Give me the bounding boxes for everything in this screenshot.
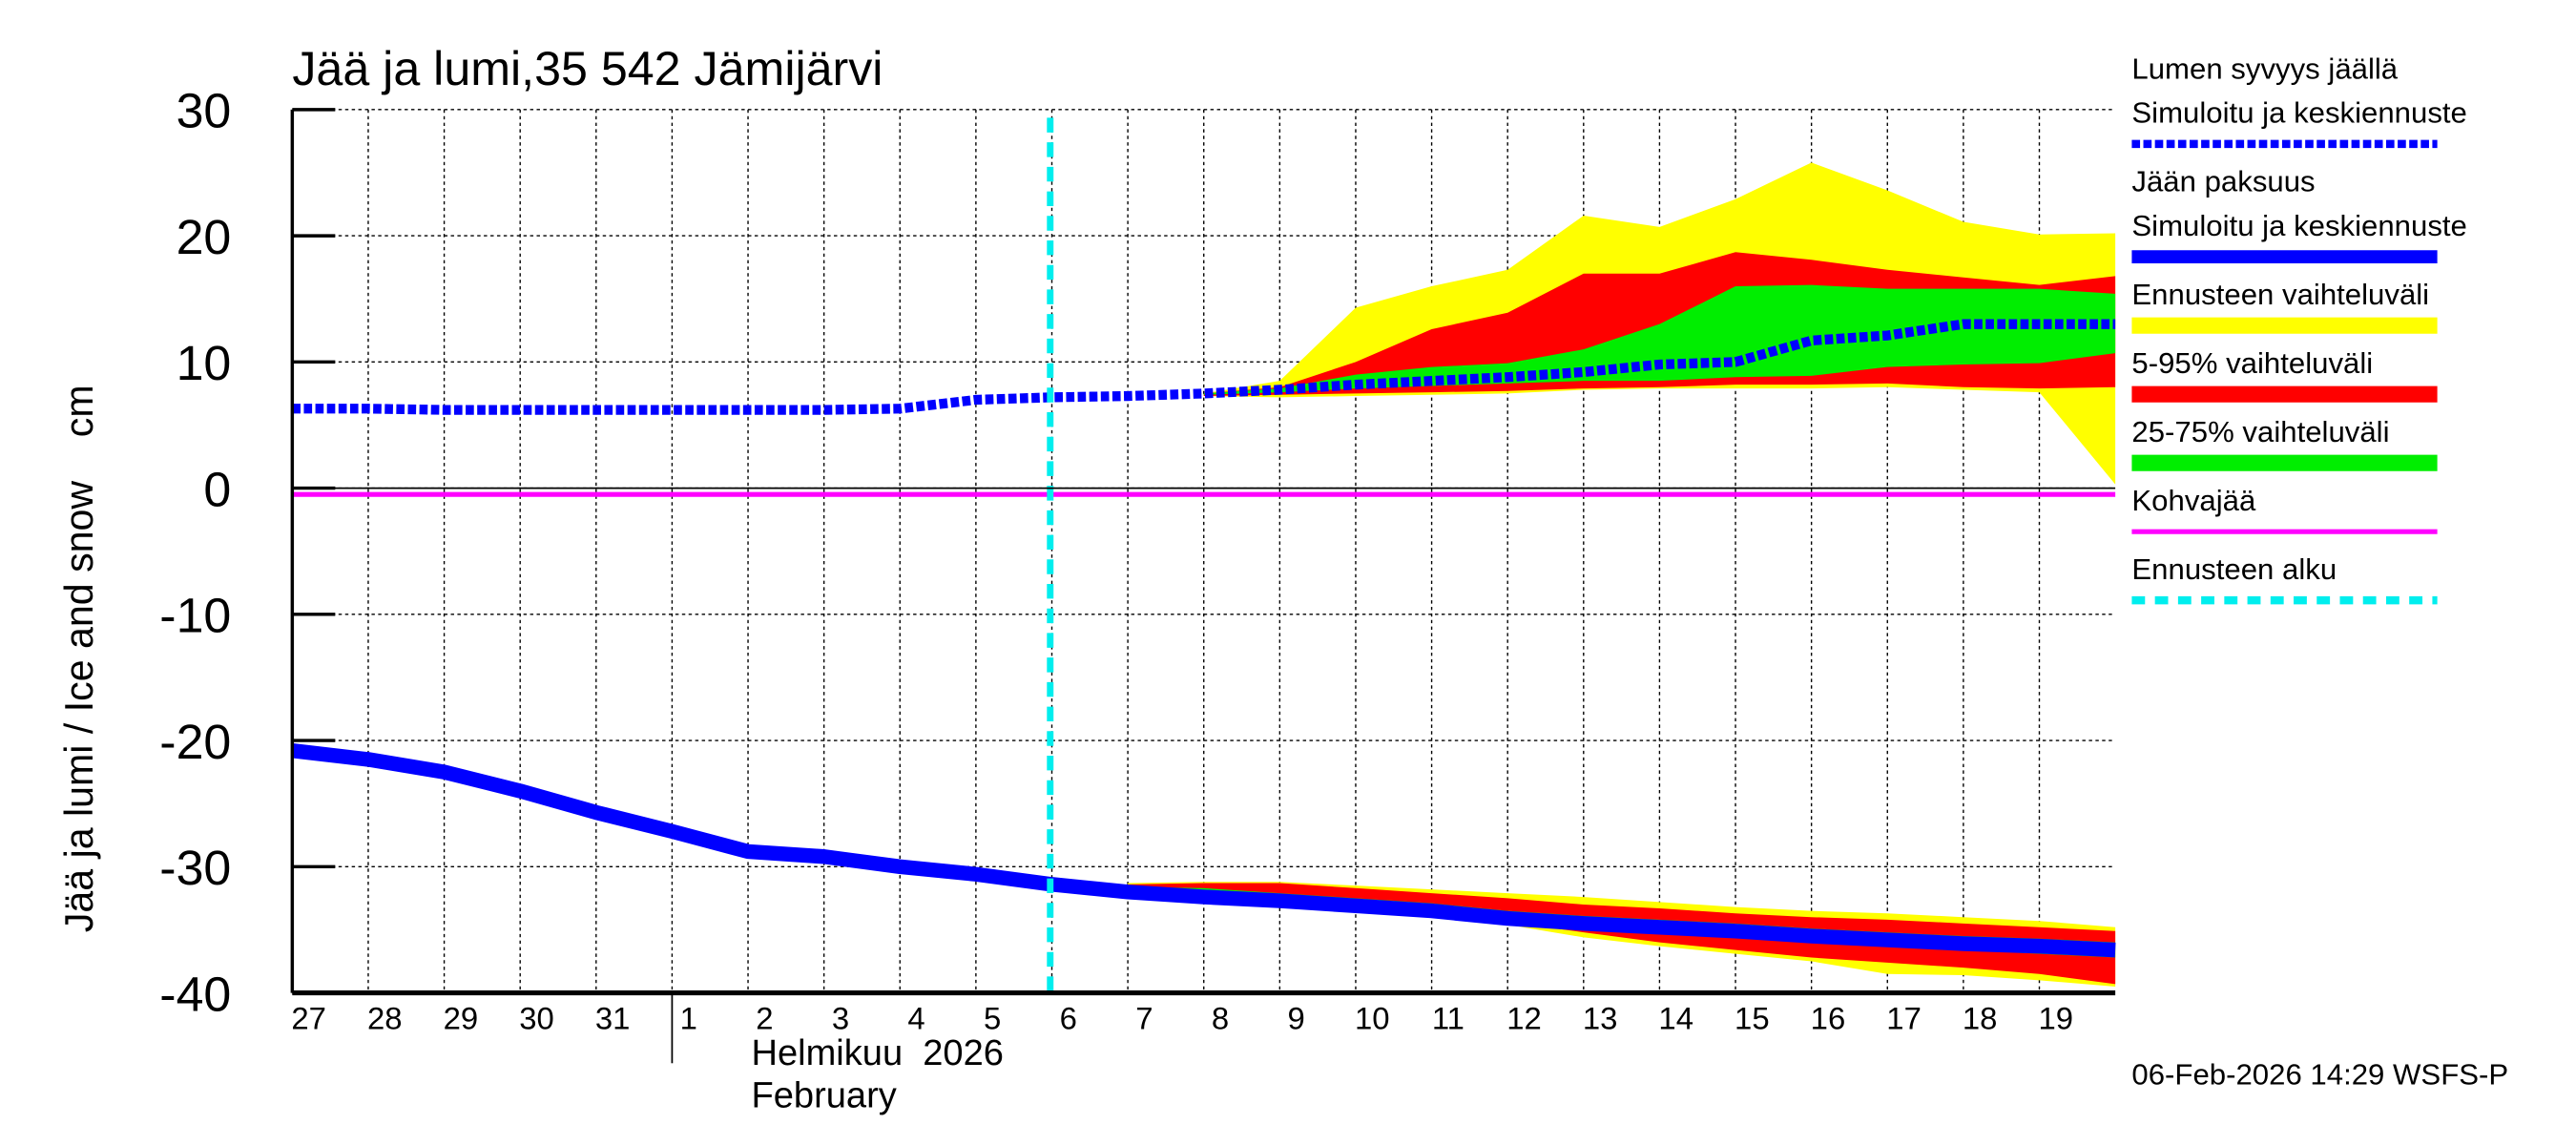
x-tick-label: 19 [2039, 1000, 2074, 1035]
y-tick-label: 30 [177, 83, 232, 138]
x-tick-label: 15 [1735, 1000, 1770, 1035]
y-tick-label: -20 [159, 714, 231, 769]
x-tick-label: 30 [519, 1000, 554, 1035]
legend-label: 25-75% vaihteluväli [2131, 415, 2389, 448]
legend-label: Simuloitu ja keskiennuste [2131, 209, 2466, 242]
y-axis-label: Jää ja lumi / Ice and snow cm [57, 385, 101, 932]
x-tick-label: 17 [1886, 1000, 1922, 1035]
legend-label: Jään paksuus [2131, 165, 2315, 198]
snow-25-75-band [1203, 284, 2116, 395]
x-tick-label: 6 [1060, 1000, 1077, 1035]
series-lines [291, 117, 2116, 993]
chart-title: Jää ja lumi,35 542 Jämijärvi [292, 42, 883, 95]
x-tick-label: 12 [1506, 1000, 1542, 1035]
x-tick-label: 29 [444, 1000, 479, 1035]
legend-label: Kohvajää [2131, 484, 2256, 517]
x-month-label: Helmikuu 2026 [752, 1033, 1004, 1073]
x-tick-label: 8 [1212, 1000, 1229, 1035]
x-tick-label: 31 [595, 1000, 631, 1035]
y-tick-label: 0 [203, 462, 231, 517]
x-tick-label: 14 [1658, 1000, 1693, 1035]
x-tick-label: 27 [291, 1000, 326, 1035]
legend-label: Ennusteen vaihteluväli [2131, 278, 2429, 311]
legend-label: Lumen syvyys jäällä [2131, 52, 2398, 85]
legend-label: Simuloitu ja keskiennuste [2131, 96, 2466, 130]
legend-label: 5-95% vaihteluväli [2131, 346, 2373, 380]
snow-depth-line [292, 319, 2116, 415]
x-tick-label: 18 [1963, 1000, 1998, 1035]
x-tick-label: 13 [1583, 1000, 1618, 1035]
x-tick-label: 16 [1811, 1000, 1846, 1035]
x-tick-label: 10 [1355, 1000, 1390, 1035]
x-tick-label: 2 [756, 1000, 773, 1035]
ice-thickness-line [291, 742, 2116, 958]
x-tick-label: 7 [1135, 1000, 1153, 1035]
legend: Lumen syvyys jäällä Simuloitu ja keskienn… [2131, 52, 2467, 605]
legend-label: Ennusteen alku [2131, 552, 2337, 586]
y-tick-label: 10 [177, 335, 232, 390]
x-tick-label: 28 [367, 1000, 403, 1035]
x-tick-label: 1 [680, 1000, 697, 1035]
x-tick-label: 5 [984, 1000, 1001, 1035]
x-tick-label: 4 [907, 1000, 924, 1035]
x-tick-label: 3 [832, 1000, 849, 1035]
x-tick-label: 11 [1432, 1000, 1465, 1035]
x-month-label-en: February [752, 1076, 897, 1116]
y-tick-label: -40 [159, 967, 231, 1022]
x-tick-label: 9 [1288, 1000, 1305, 1035]
y-tick-label: 20 [177, 209, 232, 264]
footer-timestamp: 06-Feb-2026 14:29 WSFS-P [2131, 1058, 2508, 1092]
y-tick-label: -10 [159, 588, 231, 643]
y-tick-label: -30 [159, 840, 231, 895]
